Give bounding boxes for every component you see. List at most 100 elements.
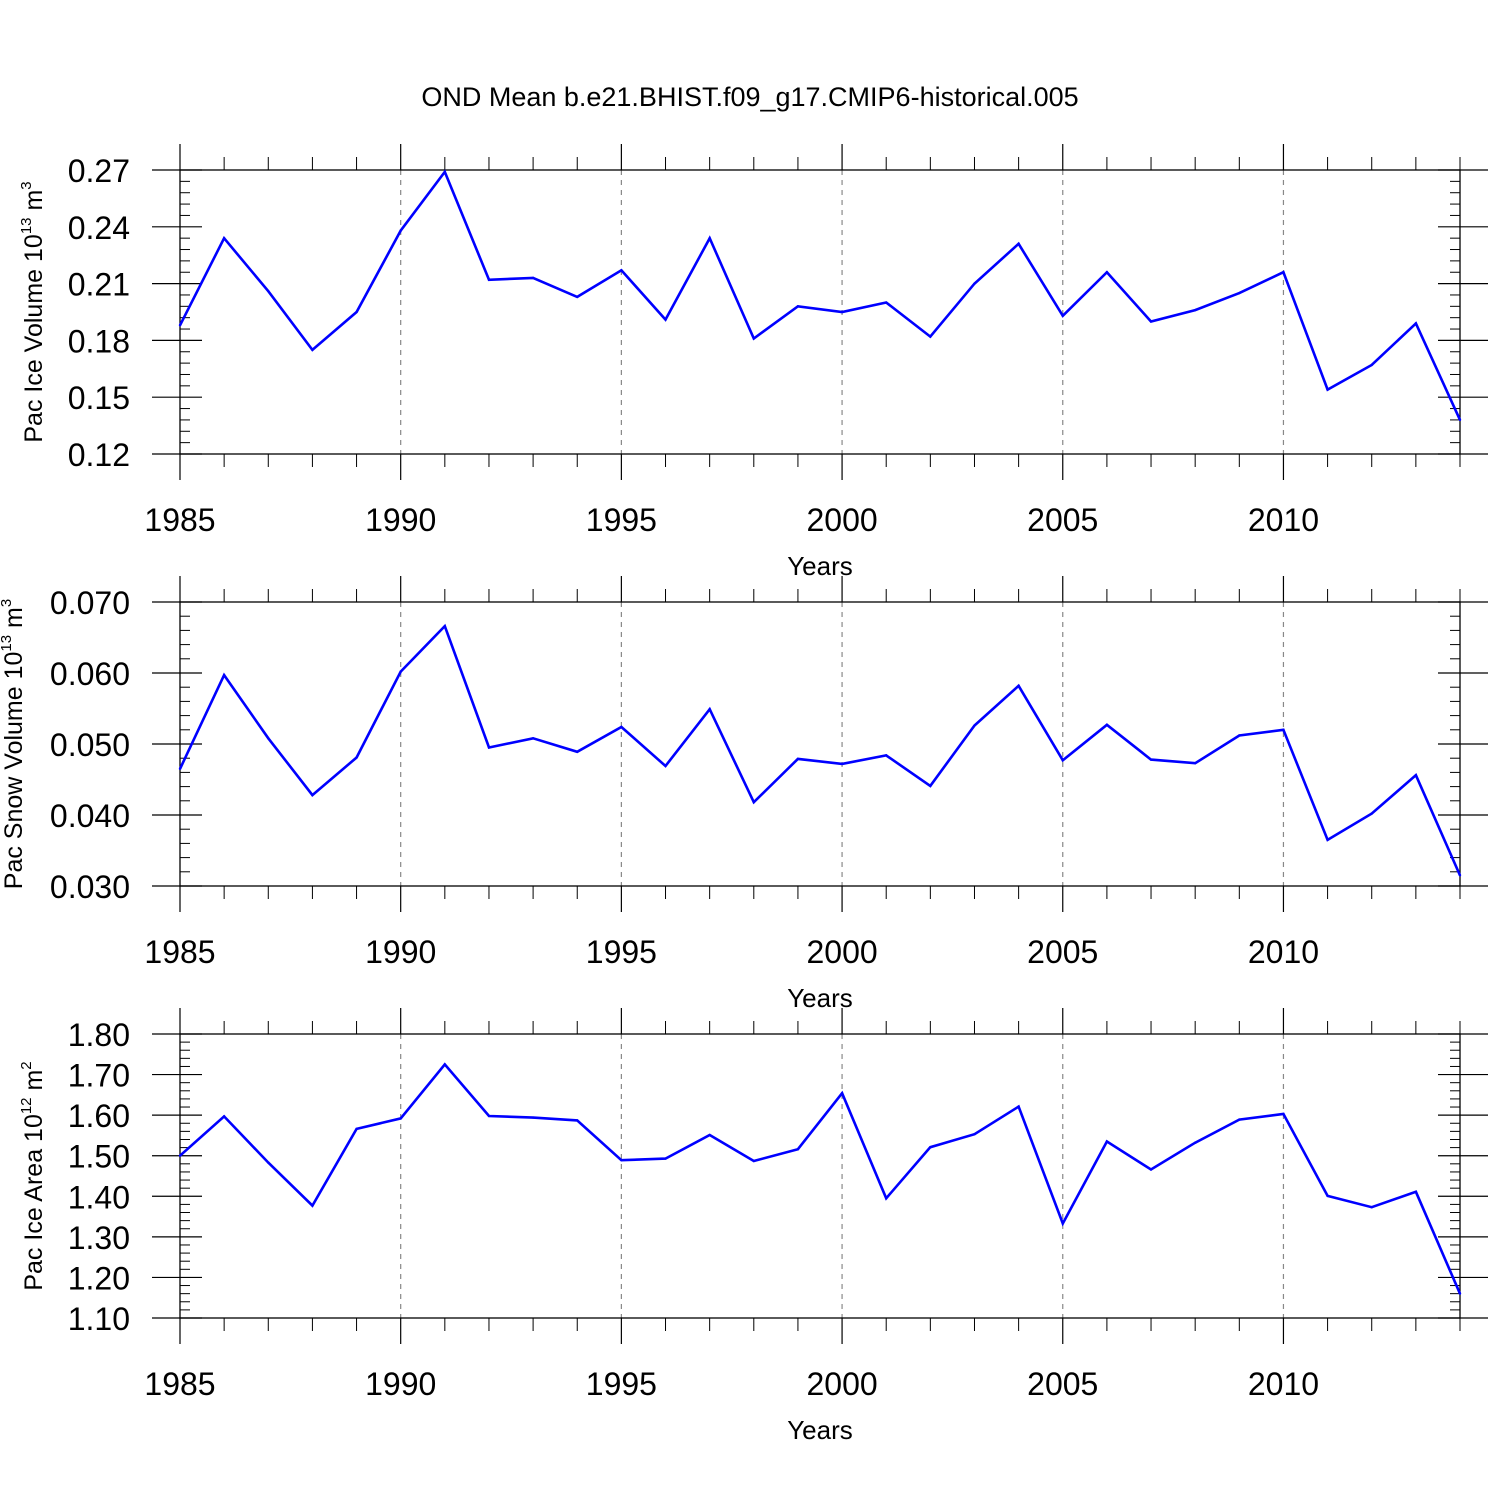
data-point — [355, 1127, 358, 1131]
data-point — [178, 324, 182, 327]
y-tick-label: 0.060 — [50, 656, 130, 692]
data-point — [531, 737, 535, 740]
data-point — [178, 767, 182, 771]
data-point — [1149, 1168, 1153, 1171]
y-axis-title-exponent: 13 — [0, 635, 15, 652]
data-point — [708, 236, 711, 240]
y-tick-label: 1.60 — [68, 1098, 130, 1134]
y-tick-label: 0.27 — [68, 153, 130, 189]
data-point — [752, 1159, 755, 1163]
x-tick-label: 2005 — [1027, 502, 1098, 538]
data-point — [487, 278, 491, 282]
data-point — [1193, 308, 1197, 312]
data-point — [620, 725, 623, 729]
x-axis-title: Years — [787, 1415, 853, 1445]
data-point — [1458, 874, 1462, 877]
data-point — [267, 289, 270, 293]
panels: 1985 1990 1995 2000 2005 2010 Years 0.12 0.15 0.1… — [0, 144, 1488, 1445]
data-point — [1238, 734, 1241, 737]
data-point — [399, 670, 402, 673]
y-axis-title-prefix: Pac Ice Volume 10 — [20, 234, 48, 442]
data-point — [1326, 1194, 1329, 1198]
x-tick-label: 1990 — [365, 1366, 436, 1402]
series-line — [179, 1062, 1462, 1295]
y-axis-title: Pac Snow Volume 1013 m3 — [0, 599, 28, 889]
data-point — [885, 301, 888, 304]
data-point — [840, 762, 844, 766]
data-point — [311, 793, 314, 797]
y-tick-label: 1.40 — [68, 1179, 130, 1215]
y-axis-title: Pac Ice Volume 1013 m3 — [18, 181, 48, 442]
data-point — [1149, 758, 1153, 761]
y-axis-title-exponent: 13 — [18, 217, 35, 234]
x-tick-label: 2000 — [806, 502, 877, 538]
y-tick-label: 0.050 — [50, 727, 130, 763]
data-point — [885, 754, 888, 757]
data-point — [1282, 1112, 1285, 1116]
data-point — [752, 337, 755, 340]
x-tick-label: 2010 — [1248, 934, 1319, 970]
data-point — [222, 236, 226, 240]
x-tick-label: 2005 — [1027, 1366, 1098, 1402]
x-tick-label: 2000 — [806, 1366, 877, 1402]
y-tick-label: 1.80 — [68, 1017, 130, 1053]
x-tick-label: 1985 — [144, 1366, 215, 1402]
data-point — [1414, 774, 1418, 777]
y-tick-label: 0.070 — [50, 585, 130, 621]
data-point — [531, 1116, 535, 1119]
data-point — [1458, 418, 1462, 422]
x-tick-label: 2010 — [1248, 502, 1319, 538]
data-point — [311, 1204, 314, 1207]
data-point — [487, 746, 491, 749]
data-point — [355, 310, 358, 314]
x-tick-label: 2010 — [1248, 1366, 1319, 1402]
x-tick-label: 1995 — [586, 934, 657, 970]
y-axis-title-prefix: Pac Snow Volume 10 — [0, 652, 28, 890]
y-axis-title: Pac Ice Area 1012 m2 — [18, 1061, 48, 1290]
data-point — [1017, 1105, 1020, 1108]
data-point — [355, 756, 358, 759]
data-point — [664, 318, 667, 321]
y-tick-label: 1.50 — [68, 1139, 130, 1175]
data-point — [1017, 684, 1020, 687]
data-point — [1061, 759, 1064, 762]
data-point — [531, 276, 535, 280]
data-point — [620, 269, 623, 272]
data-point — [399, 1117, 402, 1120]
y-axis-title-unit: m — [20, 1070, 48, 1098]
data-point — [708, 708, 711, 711]
panel-3: 1985 1990 1995 2000 2005 2010 Years 1.10 1.20 1.3… — [18, 1008, 1488, 1445]
y-tick-label: 0.12 — [68, 437, 130, 473]
data-point — [885, 1197, 888, 1200]
data-point — [1282, 728, 1285, 731]
y-axis-title-unit-exponent: 2 — [18, 1061, 35, 1069]
y-tick-label: 1.70 — [68, 1058, 130, 1094]
data-point — [1414, 1190, 1418, 1194]
data-point — [752, 801, 755, 804]
data-point — [267, 1161, 270, 1164]
data-point — [1061, 1222, 1064, 1225]
y-tick-label: 0.24 — [68, 210, 130, 246]
data-point — [399, 229, 402, 232]
data-point — [487, 1114, 491, 1118]
y-axis-title-unit-exponent: 3 — [18, 181, 35, 189]
x-axis-title: Years — [787, 551, 853, 581]
data-point — [443, 1063, 447, 1066]
x-tick-label: 2005 — [1027, 934, 1098, 970]
data-point — [1193, 1141, 1197, 1144]
data-point — [796, 757, 800, 761]
data-point — [1017, 242, 1020, 246]
data-point — [576, 295, 579, 299]
series-line — [178, 623, 1462, 876]
x-tick-label: 1995 — [586, 502, 657, 538]
data-point — [1370, 1206, 1373, 1209]
x-tick-label: 1985 — [144, 502, 215, 538]
data-point — [222, 673, 226, 677]
data-point — [620, 1158, 623, 1162]
data-point — [1414, 322, 1418, 325]
panel-2: 1985 1990 1995 2000 2005 2010 Years 0.030 0.040 0… — [0, 576, 1488, 1013]
y-axis-title-unit-exponent: 3 — [0, 599, 15, 607]
y-tick-label: 1.30 — [68, 1220, 130, 1256]
data-point — [664, 1157, 667, 1160]
